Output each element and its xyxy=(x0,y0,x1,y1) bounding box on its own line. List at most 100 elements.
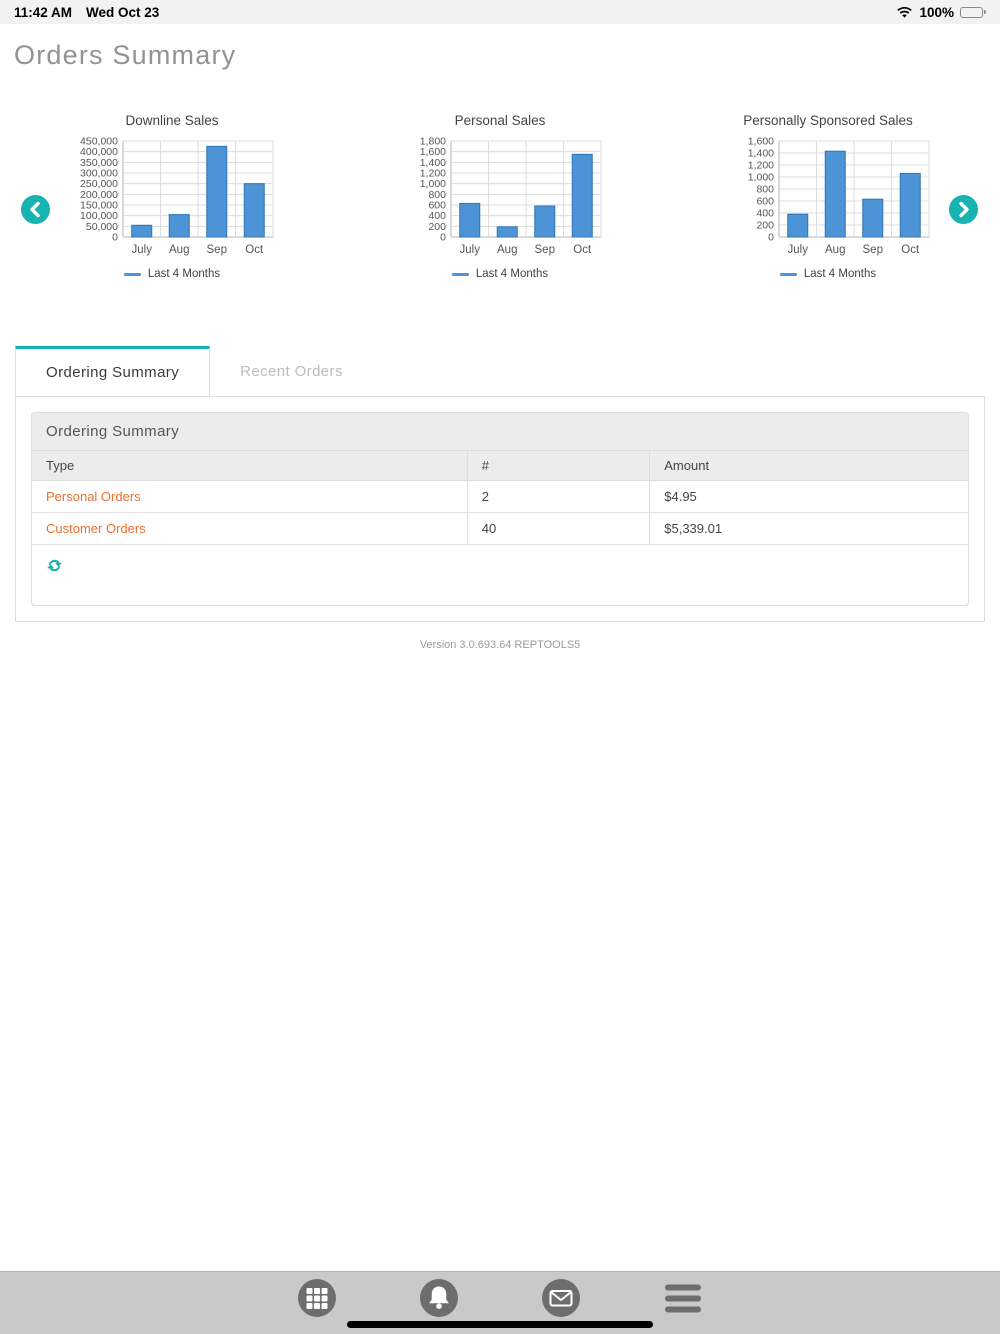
wifi-icon xyxy=(896,6,913,19)
chart-plot-area: 0 200 400 600 800 1,000 1,200 1,400 1,600 1,800 Ju… xyxy=(393,136,607,264)
svg-text:400: 400 xyxy=(428,210,446,222)
svg-text:1,000: 1,000 xyxy=(748,172,774,184)
svg-text:150,000: 150,000 xyxy=(80,200,118,212)
bar-Oct xyxy=(899,172,921,238)
tab-label: Ordering Summary xyxy=(46,363,180,381)
bar-Sep xyxy=(862,198,884,238)
column-header-type: Type xyxy=(32,451,468,481)
svg-text:Oct: Oct xyxy=(901,244,920,256)
svg-text:1,600: 1,600 xyxy=(748,136,774,148)
svg-text:1,400: 1,400 xyxy=(420,157,446,169)
envelope-icon xyxy=(542,1279,580,1320)
chart-personal-sales: Personal Sales 0 200 400 600 800 1,000 1,200 1,… xyxy=(393,113,607,280)
svg-text:200,000: 200,000 xyxy=(80,189,118,201)
svg-text:800: 800 xyxy=(428,189,446,201)
chart-title: Personally Sponsored Sales xyxy=(743,113,913,128)
legend-label: Last 4 Months xyxy=(803,268,877,280)
battery-percent: 100% xyxy=(919,4,954,20)
battery-icon xyxy=(960,6,986,18)
chart-legend: Last 4 Months xyxy=(721,268,935,280)
svg-text:1,400: 1,400 xyxy=(748,148,774,160)
svg-text:0: 0 xyxy=(112,232,118,244)
chart-title: Personal Sales xyxy=(454,113,546,128)
carousel-next-button[interactable] xyxy=(949,195,978,224)
svg-text:200: 200 xyxy=(756,220,774,232)
chart-plot-area: 0 50,000 100,000 150,000 200,000 250,000 300,0… xyxy=(65,136,279,264)
svg-text:800: 800 xyxy=(756,184,774,196)
version-text: Version 3.0.693.64 REPTOOLS5 xyxy=(419,639,581,651)
tab-ordering-summary[interactable]: Ordering Summary xyxy=(15,346,211,396)
chart-downline-sales: Downline Sales 0 50,000 100,000 150,000 200,… xyxy=(65,113,279,280)
svg-text:Aug: Aug xyxy=(825,244,845,256)
svg-text:July: July xyxy=(460,244,481,256)
svg-text:350,000: 350,000 xyxy=(80,157,118,169)
table-header-row: Type # Amount xyxy=(32,451,968,481)
svg-text:1,200: 1,200 xyxy=(748,160,774,172)
table-row: Customer Orders 40 $5,339.01 xyxy=(32,512,968,545)
carousel-prev-button[interactable] xyxy=(21,195,50,224)
chevron-right-icon xyxy=(949,195,978,224)
notifications-button[interactable] xyxy=(420,1279,458,1317)
bar-July xyxy=(459,202,481,238)
chart-legend: Last 4 Months xyxy=(65,268,279,280)
menu-button[interactable] xyxy=(664,1283,702,1314)
chevron-left-icon xyxy=(21,195,50,224)
bar-Sep xyxy=(534,205,556,238)
bar-Oct xyxy=(243,183,265,238)
customer-orders-link[interactable]: Customer Orders xyxy=(46,521,146,536)
svg-text:200: 200 xyxy=(428,221,446,233)
svg-text:1,000: 1,000 xyxy=(420,178,446,190)
svg-text:300,000: 300,000 xyxy=(80,168,118,180)
bar-Aug xyxy=(496,226,518,238)
apps-grid-icon xyxy=(298,1279,336,1320)
svg-text:400,000: 400,000 xyxy=(80,146,118,158)
card-header: Ordering Summary xyxy=(32,413,968,451)
refresh-button[interactable] xyxy=(46,557,63,574)
charts-carousel: Downline Sales 0 50,000 100,000 150,000 200,… xyxy=(0,113,1000,280)
chart-plot-area: 0 200 400 600 800 1,000 1,200 1,400 1,600 July Aug… xyxy=(721,136,935,264)
personal-orders-count: 2 xyxy=(466,480,650,513)
svg-text:1,800: 1,800 xyxy=(420,136,446,148)
svg-text:450,000: 450,000 xyxy=(80,136,118,148)
column-header-count: # xyxy=(466,451,650,481)
svg-text:Aug: Aug xyxy=(169,244,189,256)
tab-content: Ordering Summary Type # Amount Personal … xyxy=(15,397,985,622)
svg-text:250,000: 250,000 xyxy=(80,178,118,190)
tab-label: Recent Orders xyxy=(240,362,343,380)
status-date: Wed Oct 23 xyxy=(86,4,160,20)
svg-text:1,200: 1,200 xyxy=(420,168,446,180)
tab-bar: Ordering Summary Recent Orders xyxy=(15,346,985,397)
status-bar: 11:42 AM Wed Oct 23 100% xyxy=(0,0,1000,24)
svg-text:Oct: Oct xyxy=(245,244,264,256)
home-indicator[interactable] xyxy=(347,1321,653,1328)
svg-text:Sep: Sep xyxy=(863,244,883,256)
svg-text:100,000: 100,000 xyxy=(80,210,118,222)
orders-panel: Ordering Summary Recent Orders Ordering … xyxy=(15,346,985,622)
svg-text:400: 400 xyxy=(756,208,774,220)
customer-orders-amount: $5,339.01 xyxy=(649,512,968,545)
apps-grid-button[interactable] xyxy=(298,1279,336,1317)
svg-text:600: 600 xyxy=(428,200,446,212)
svg-text:Aug: Aug xyxy=(497,244,517,256)
personal-orders-link[interactable]: Personal Orders xyxy=(46,489,141,504)
svg-text:Sep: Sep xyxy=(535,244,555,256)
svg-text:1,600: 1,600 xyxy=(420,146,446,158)
tab-recent-orders[interactable]: Recent Orders xyxy=(210,346,373,396)
refresh-icon xyxy=(46,559,63,577)
chart-legend: Last 4 Months xyxy=(393,268,607,280)
legend-label: Last 4 Months xyxy=(475,268,549,280)
bell-icon xyxy=(420,1279,458,1320)
svg-text:0: 0 xyxy=(768,232,774,244)
svg-text:Oct: Oct xyxy=(573,244,592,256)
refresh-row xyxy=(32,545,968,605)
bar-Oct xyxy=(571,153,593,238)
legend-marker xyxy=(779,272,797,276)
bar-July xyxy=(131,224,153,238)
svg-text:July: July xyxy=(788,244,809,256)
messages-button[interactable] xyxy=(542,1279,580,1317)
bar-July xyxy=(787,213,809,238)
column-header-amount: Amount xyxy=(649,451,968,481)
chart-title: Downline Sales xyxy=(125,113,219,128)
